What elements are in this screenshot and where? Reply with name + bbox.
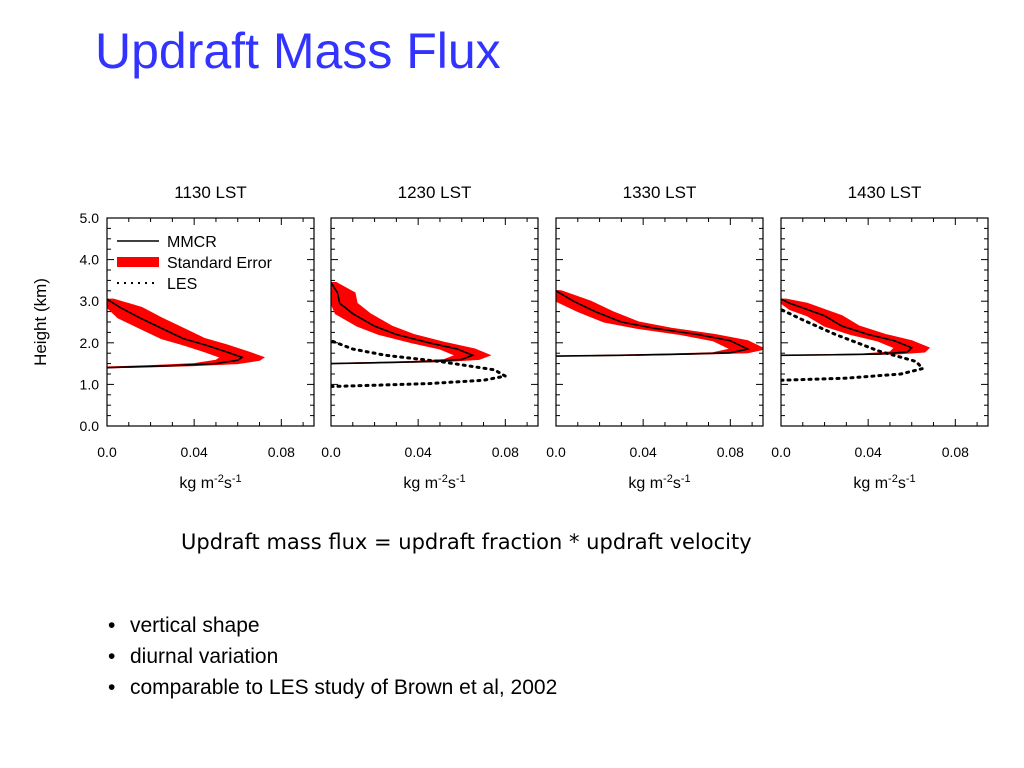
x-axis-label: kg m-2s-1 xyxy=(403,473,465,492)
x-axis-label: kg m-2s-1 xyxy=(628,473,690,492)
plot-data xyxy=(331,281,510,388)
bullet-item: • vertical shape xyxy=(108,610,557,641)
y-axis-label: Height (km) xyxy=(31,278,50,366)
x-axis-label-part: kg m xyxy=(628,475,663,492)
chart-title: 1130 LST xyxy=(174,183,246,202)
x-tick-label: 0.0 xyxy=(97,444,117,460)
bullet-text: diurnal variation xyxy=(130,645,279,668)
x-axis-label-part: kg m xyxy=(403,475,438,492)
legend-label: LES xyxy=(167,276,197,293)
x-tick-label: 0.08 xyxy=(268,444,295,460)
x-tick-label: 0.08 xyxy=(942,444,969,460)
les-line xyxy=(331,339,510,388)
y-tick-label: 3.0 xyxy=(80,293,100,309)
x-axis-label-part: -1 xyxy=(681,473,691,485)
plot-data xyxy=(107,298,265,369)
y-tick-label: 4.0 xyxy=(80,252,100,268)
x-axis-label-part: -1 xyxy=(906,473,916,485)
x-tick-label: 0.0 xyxy=(771,444,791,460)
x-axis-label-part: -2 xyxy=(214,473,224,485)
x-axis-label-part: -2 xyxy=(663,473,673,485)
plot-frame xyxy=(330,217,539,427)
bullet-dot: • xyxy=(108,614,116,637)
x-tick-label: 0.0 xyxy=(546,444,566,460)
bullet-text: comparable to LES study of Brown et al, … xyxy=(130,676,558,699)
chart-panel-1: 1130 LST 0.0 1.0 2.0 3.0 4.0 5.0 Height (km) 0.0… xyxy=(31,183,315,492)
mmcr-line xyxy=(331,282,475,365)
x-tick-label: 0.04 xyxy=(630,444,657,460)
bullet-text: vertical shape xyxy=(130,614,260,637)
bullet-item: • comparable to LES study of Brown et al,… xyxy=(108,672,557,703)
y-tick-label: 2.0 xyxy=(80,335,100,351)
plot-frame xyxy=(780,217,989,427)
x-tick-label: 0.0 xyxy=(321,444,341,460)
x-axis-label-part: s xyxy=(898,475,906,492)
x-axis-label-part: -2 xyxy=(438,473,448,485)
chart-title: 1330 LST xyxy=(623,183,697,202)
equation-text: Updraft mass flux = updraft fraction * u… xyxy=(181,530,752,554)
bullet-list: • vertical shape • diurnal variation • comp… xyxy=(108,610,557,703)
legend: MMCR Standard Error LES xyxy=(117,234,273,293)
x-axis-label-part: -1 xyxy=(456,473,466,485)
chart-panel-2: 1230 LST 0.0 0.04 0.08 kg m-2s-1 xyxy=(321,183,539,492)
y-tick-label: 5.0 xyxy=(80,210,100,226)
x-tick-label: 0.08 xyxy=(492,444,519,460)
plot-data xyxy=(781,298,931,382)
x-axis-label-part: s xyxy=(224,475,232,492)
x-axis-label-part: -1 xyxy=(232,473,242,485)
legend-label: Standard Error xyxy=(167,255,273,272)
bullet-item: • diurnal variation xyxy=(108,641,557,672)
x-tick-label: 0.04 xyxy=(855,444,882,460)
y-tick-label: 1.0 xyxy=(80,376,100,392)
x-axis-label-part: s xyxy=(673,475,681,492)
slide-title: Updraft Mass Flux xyxy=(95,23,501,79)
legend-swatch-standard-error xyxy=(117,257,159,267)
chart-title: 1430 LST xyxy=(848,183,922,202)
mmcr-line xyxy=(556,290,751,357)
legend-label: MMCR xyxy=(167,234,217,251)
mmcr-line xyxy=(107,298,244,369)
standard-error-band xyxy=(556,290,763,357)
bullet-dot: • xyxy=(108,676,116,699)
les-line xyxy=(781,308,926,382)
plot-data xyxy=(556,290,763,357)
chart-title: 1230 LST xyxy=(398,183,472,202)
x-axis-label-part: -2 xyxy=(888,473,898,485)
plot-frame xyxy=(555,217,764,427)
chart-panel-3: 1330 LST 0.0 0.04 0.08 kg m-2s-1 xyxy=(546,183,764,492)
y-tick-label: 0.0 xyxy=(80,418,100,434)
mmcr-line xyxy=(781,298,914,357)
x-tick-label: 0.08 xyxy=(717,444,744,460)
x-axis-label-part: s xyxy=(448,475,456,492)
x-tick-label: 0.04 xyxy=(405,444,432,460)
standard-error-band xyxy=(331,281,492,365)
x-axis-label-part: kg m xyxy=(853,475,888,492)
x-axis-label: kg m-2s-1 xyxy=(179,473,241,492)
plot-frame xyxy=(106,217,315,427)
bullet-dot: • xyxy=(108,645,116,668)
chart-panel-4: 1430 LST 0.0 0.04 0.08 kg m-2s-1 xyxy=(771,183,989,492)
x-tick-label: 0.04 xyxy=(181,444,208,460)
x-axis-label: kg m-2s-1 xyxy=(853,473,915,492)
x-axis-label-part: kg m xyxy=(179,475,214,492)
